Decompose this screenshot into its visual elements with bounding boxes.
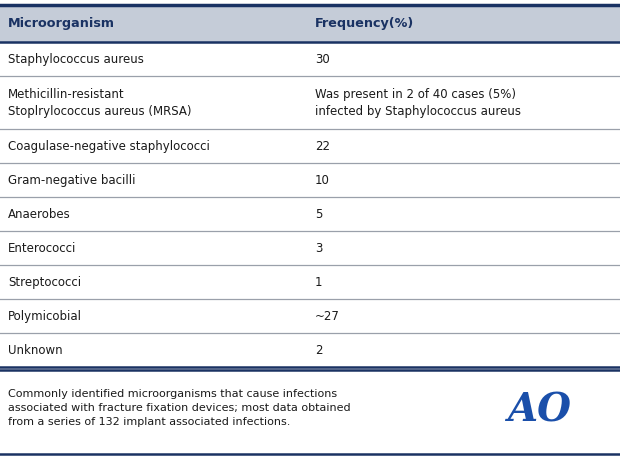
Text: 2: 2	[315, 344, 322, 357]
Text: 22: 22	[315, 140, 330, 153]
Text: Methicillin-resistant
Stoplrylococcus aureus (MRSA): Methicillin-resistant Stoplrylococcus au…	[8, 88, 192, 118]
Text: Polymicobial: Polymicobial	[8, 310, 82, 323]
Text: ~27: ~27	[315, 310, 340, 323]
Text: Was present in 2 of 40 cases (5%)
infected by Staphylococcus aureus: Was present in 2 of 40 cases (5%) infect…	[315, 88, 521, 118]
Text: 5: 5	[315, 208, 322, 221]
Bar	[0, 370, 620, 454]
Text: Anaerobes: Anaerobes	[8, 208, 71, 221]
Text: Enterococci: Enterococci	[8, 242, 76, 255]
Text: Commonly identified microorganisms that cause infections
associated with fractur: Commonly identified microorganisms that …	[8, 389, 351, 427]
Text: Gram-negative bacilli: Gram-negative bacilli	[8, 174, 136, 187]
Text: Coagulase-negative staphylococci: Coagulase-negative staphylococci	[8, 140, 210, 153]
Text: 1: 1	[315, 276, 322, 289]
Bar	[0, 5, 620, 42]
Bar	[0, 42, 620, 370]
Text: Frequency(%): Frequency(%)	[315, 17, 414, 30]
Text: 30: 30	[315, 53, 330, 66]
Text: Unknown: Unknown	[8, 344, 63, 357]
Text: 3: 3	[315, 242, 322, 255]
Text: 10: 10	[315, 174, 330, 187]
Text: AO: AO	[507, 392, 572, 429]
Text: Microorganism: Microorganism	[8, 17, 115, 30]
Text: Streptococci: Streptococci	[8, 276, 81, 289]
Text: Staphylococcus aureus: Staphylococcus aureus	[8, 53, 144, 66]
